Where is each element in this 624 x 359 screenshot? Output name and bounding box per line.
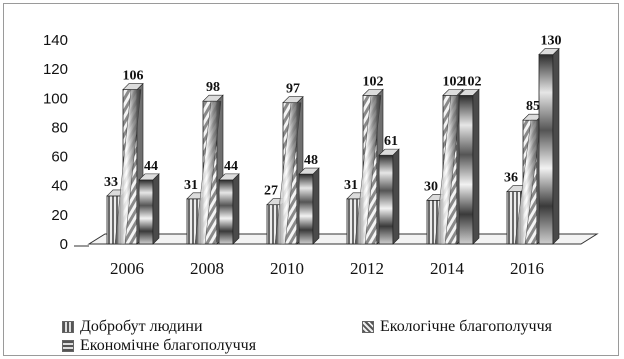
legend-swatch-2 [62,340,74,352]
data-label-s0-c1: 31 [184,178,198,193]
x-tick-label-0: 2006 [110,259,144,278]
legend-label-0: Добробут людини [80,318,203,335]
x-tick-label-4: 2014 [430,259,465,278]
data-label-s2-c4: 102 [461,74,482,89]
bar-s2-c2 [298,167,320,245]
data-label-s1-c0: 106 [123,69,144,84]
bar-s2-c1 [218,173,240,245]
legend-swatch-0 [62,321,74,333]
data-label-s0-c0: 33 [104,175,118,190]
x-tick-label-3: 2012 [350,259,384,278]
y-tick-label-2: 40 [51,178,68,195]
data-label-s1-c2: 97 [286,82,300,97]
data-label-s0-c4: 30 [424,179,438,194]
legend-swatch-1 [362,321,374,333]
bar-s2-c5 [538,47,560,245]
chart-frame: 0 20 40 60 80 100 120 140 2006 2008 2010 2012 2014 20… [3,3,619,356]
y-tick-label-4: 80 [51,119,68,136]
bar-s1-c2 [274,95,304,245]
legend-item-2: Економічне благополуччя [62,337,256,355]
bar-s2-c3 [378,148,400,245]
data-label-s2-c5: 130 [541,34,562,49]
bar-s1-c3 [354,88,384,245]
y-tick-label-7: 140 [43,32,68,49]
data-label-s2-c3: 61 [384,134,398,149]
y-tick-label-6: 120 [43,61,68,78]
legend-item-1: Екологічне благополуччя [362,318,552,336]
data-label-s2-c1: 44 [224,159,238,174]
y-tick-label-1: 20 [51,207,68,224]
x-tick-label-2: 2010 [270,259,304,278]
data-label-s2-c0: 44 [144,159,158,174]
x-tick-label-5: 2016 [510,259,544,278]
data-label-s1-c4: 102 [443,74,464,89]
data-label-s1-c3: 102 [363,74,384,89]
data-label-s0-c3: 31 [344,178,358,193]
data-label-s2-c2: 48 [304,153,318,168]
bar-s2-c0 [138,173,160,245]
data-label-s1-c1: 98 [206,80,220,95]
legend-item-0: Добробут людини [62,318,203,336]
chart-legend: Добробут людини Екологічне благополуччя … [4,304,620,356]
y-tick-label-3: 60 [51,149,68,166]
bar-s1-c1 [194,94,224,245]
y-tick-label-5: 100 [43,90,68,107]
x-tick-label-1: 2008 [190,259,224,278]
y-tick-label-0: 0 [60,236,68,253]
data-label-s1-c5: 85 [526,99,540,114]
data-label-s0-c5: 36 [504,171,518,186]
bar-s2-c4 [458,88,480,245]
chart-plot: 0 20 40 60 80 100 120 140 2006 2008 2010 2012 2014 20… [43,32,599,278]
data-label-s0-c2: 27 [264,184,278,199]
legend-label-1: Екологічне благополуччя [380,318,553,335]
legend-label-2: Економічне благополуччя [80,337,257,354]
